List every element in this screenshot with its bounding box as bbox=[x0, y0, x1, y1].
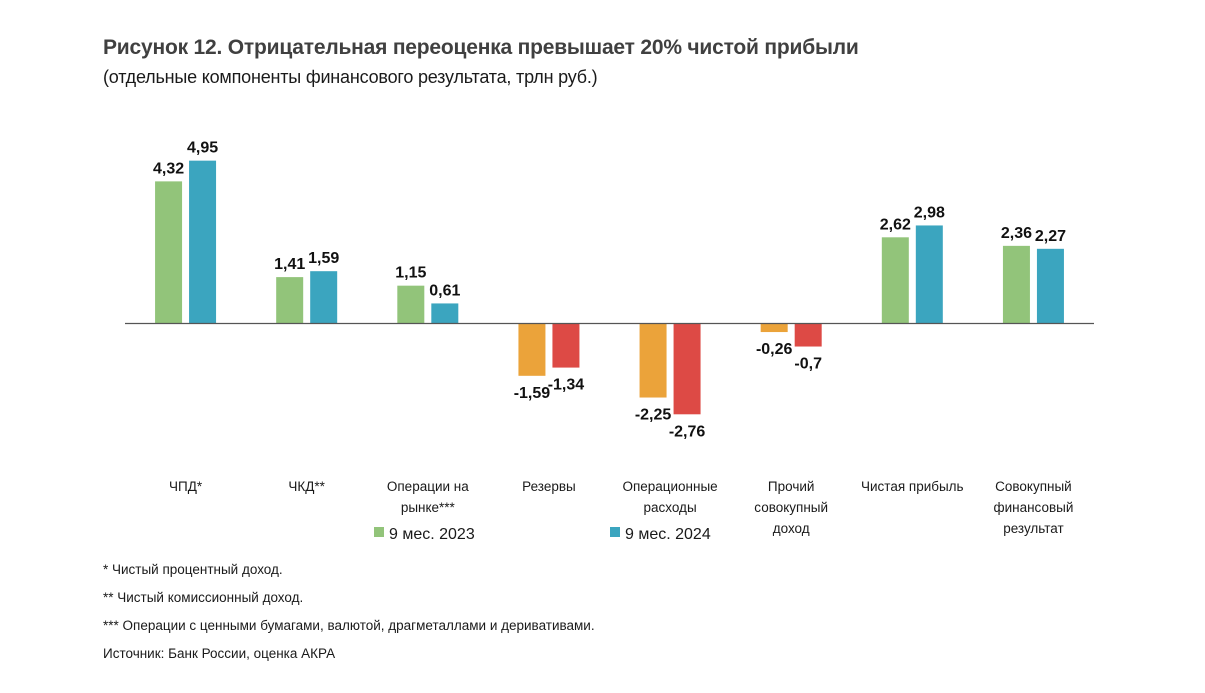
bar-2024-3 bbox=[552, 323, 580, 368]
bar-2024-2 bbox=[431, 303, 459, 324]
bar-2023-6 bbox=[881, 237, 909, 324]
bar-2024-4 bbox=[673, 323, 701, 415]
data-label: -0,7 bbox=[794, 356, 822, 373]
data-label: 2,36 bbox=[1001, 225, 1032, 242]
legend-label: 9 мес. 2024 bbox=[625, 526, 711, 543]
footnote-2: ** Чистый комиссионный доход. bbox=[103, 590, 304, 605]
data-label: 4,32 bbox=[153, 160, 184, 177]
category-label-line: результат bbox=[1003, 521, 1064, 536]
legend-swatch-2023 bbox=[374, 527, 384, 537]
bar-2024-7 bbox=[1036, 248, 1064, 324]
category-label-line: Резервы bbox=[522, 479, 576, 494]
category-label-line: Прочий bbox=[768, 479, 815, 494]
data-label: 1,59 bbox=[308, 250, 339, 267]
category-label: Совокупный финансовый результат bbox=[993, 479, 1073, 536]
category-label-line: доход bbox=[773, 521, 810, 536]
bar-2023-4 bbox=[639, 323, 667, 398]
chart-title: Рисунок 12. Отрицательная переоценка пре… bbox=[103, 36, 859, 59]
bar-2024-0 bbox=[189, 160, 217, 324]
legend-label: 9 мес. 2023 bbox=[389, 526, 475, 543]
bar-2024-1 bbox=[310, 271, 338, 324]
category-label-line: рынке*** bbox=[401, 500, 456, 515]
category-label-line: Операционные bbox=[622, 479, 717, 494]
bar-2024-5 bbox=[794, 323, 822, 347]
legend-swatch-2024 bbox=[610, 527, 620, 537]
bar-2023-1 bbox=[276, 277, 304, 324]
data-label: -1,59 bbox=[514, 385, 551, 402]
source-note: Источник: Банк России, оценка АКРА bbox=[103, 646, 336, 661]
category-label: Чистая прибыль bbox=[861, 479, 964, 494]
data-label: 2,98 bbox=[914, 204, 945, 221]
footnote-1: * Чистый процентный доход. bbox=[103, 562, 283, 577]
category-label: Резервы bbox=[522, 479, 576, 494]
bar-2023-2 bbox=[397, 285, 425, 324]
category-label-line: ЧПД* bbox=[169, 479, 203, 494]
category-label: ЧПД* bbox=[169, 479, 203, 494]
bar-2023-5 bbox=[760, 323, 788, 333]
category-label: ЧКД** bbox=[288, 479, 325, 494]
data-label: -2,25 bbox=[635, 407, 672, 424]
category-label-line: ЧКД** bbox=[288, 479, 325, 494]
data-label: 1,15 bbox=[395, 265, 426, 282]
data-label: -2,76 bbox=[669, 423, 706, 440]
category-label: Операции на рынке*** bbox=[387, 479, 469, 515]
bar-2023-3 bbox=[518, 323, 546, 376]
category-label-line: Операции на bbox=[387, 479, 469, 494]
category-label-line: совокупный bbox=[754, 500, 828, 515]
category-label-line: расходы bbox=[643, 500, 696, 515]
bar-2024-6 bbox=[915, 225, 943, 324]
bar-2023-7 bbox=[1002, 245, 1030, 324]
category-label: Операционные расходы bbox=[622, 479, 717, 515]
data-label: -1,34 bbox=[548, 377, 585, 394]
data-label: 2,27 bbox=[1035, 228, 1066, 245]
data-label: 0,61 bbox=[429, 282, 460, 299]
footnote-3: *** Операции с ценными бумагами, валютой… bbox=[103, 618, 595, 633]
category-label-line: финансовый bbox=[993, 500, 1073, 515]
data-label: 1,41 bbox=[274, 256, 305, 273]
chart-subtitle: (отдельные компоненты финансового резуль… bbox=[103, 67, 598, 87]
category-label: Прочий совокупный доход bbox=[754, 479, 828, 536]
data-label: 2,62 bbox=[880, 216, 911, 233]
category-label-line: Чистая прибыль bbox=[861, 479, 964, 494]
data-label: 4,95 bbox=[187, 140, 218, 157]
category-label-line: Совокупный bbox=[995, 479, 1072, 494]
data-label: -0,26 bbox=[756, 341, 793, 358]
bar-2023-0 bbox=[155, 181, 183, 324]
